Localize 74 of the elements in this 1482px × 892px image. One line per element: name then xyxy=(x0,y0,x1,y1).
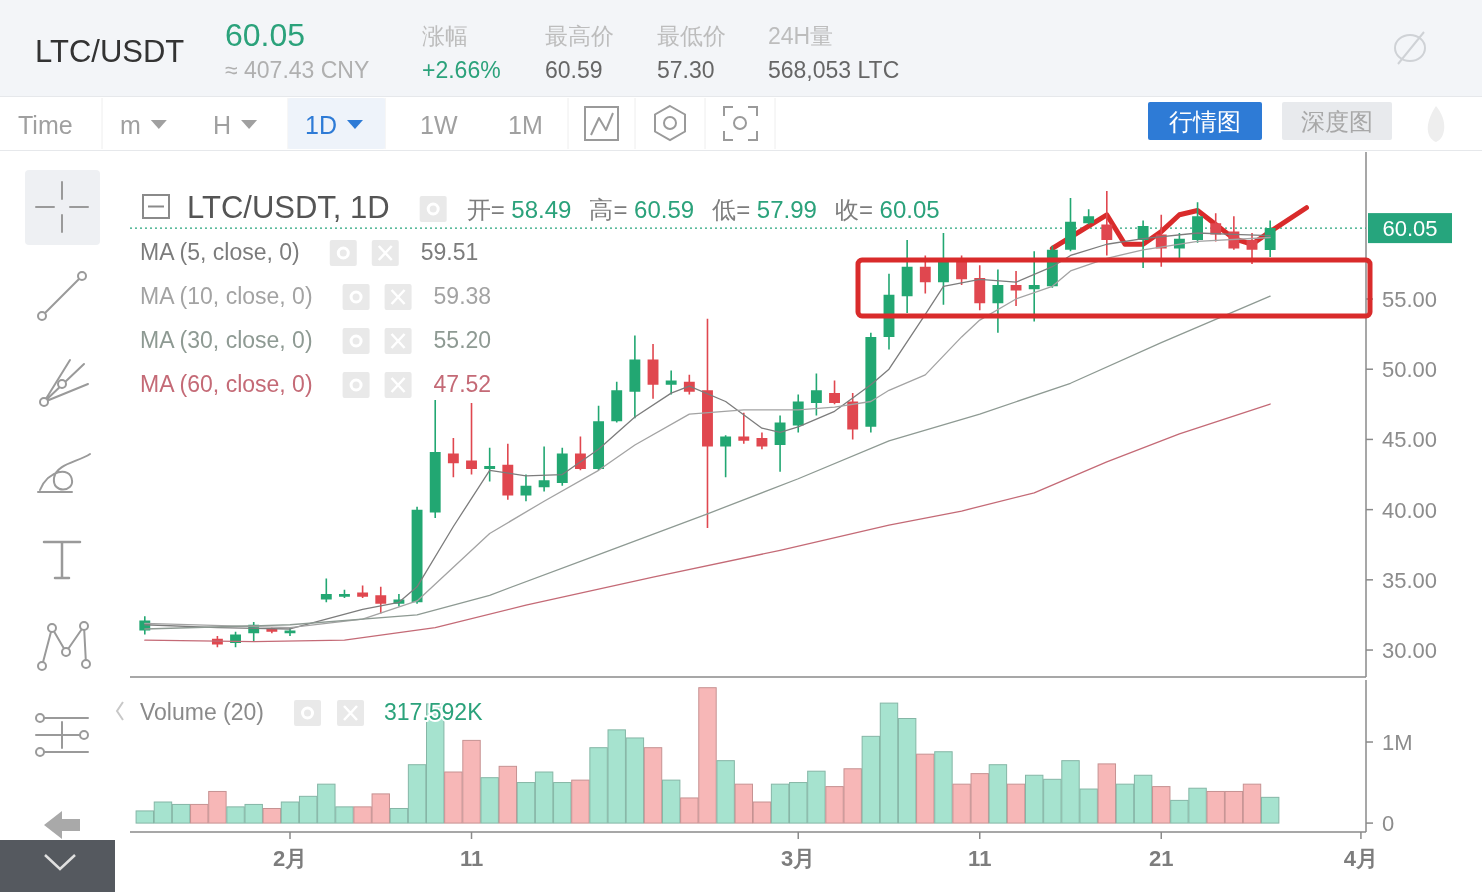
text: 60.59 xyxy=(545,57,603,83)
bar xyxy=(934,751,953,824)
y-tick-label: 55.00 xyxy=(1382,287,1438,313)
text: 1M xyxy=(508,111,543,139)
x-tick-label: 21 xyxy=(1149,846,1174,871)
text: LTC/USDT xyxy=(35,34,185,69)
text: 最高价 xyxy=(545,23,614,49)
text: 24H量 xyxy=(768,23,834,49)
bar xyxy=(1006,783,1026,824)
annotation: 收= 60.05 xyxy=(834,196,940,223)
text: H xyxy=(213,111,232,139)
bar xyxy=(1097,763,1117,824)
y-tick-label: 45.00 xyxy=(1382,427,1438,453)
text: 1W xyxy=(420,111,458,139)
x-tick-label: 3月 xyxy=(781,846,816,871)
bar xyxy=(661,779,681,824)
candlestick xyxy=(901,240,913,314)
y-tick-label: 35.00 xyxy=(1382,567,1438,593)
candlestick xyxy=(665,370,677,395)
candlestick xyxy=(357,585,369,599)
candlestick xyxy=(992,269,1004,333)
bar xyxy=(1152,786,1171,824)
candlestick xyxy=(611,381,623,423)
text: 57.30 xyxy=(657,57,715,83)
text: MA (5, close, 0) xyxy=(140,239,300,265)
candlestick xyxy=(429,400,441,519)
candlestick xyxy=(538,446,550,492)
x-tick-label: 11 xyxy=(459,846,484,871)
annotation: 47.52 xyxy=(433,371,492,397)
y-tick-label: 0 xyxy=(1382,811,1395,837)
bar xyxy=(480,777,499,824)
bar xyxy=(916,753,935,824)
bar xyxy=(498,765,518,824)
text: Volume (20) xyxy=(140,699,265,725)
text: LTC/USDT, 1D xyxy=(187,190,390,225)
text: ≈ 407.43 CNY xyxy=(225,57,370,83)
annotation: 59.51 xyxy=(420,239,479,265)
bar xyxy=(262,807,282,824)
bar xyxy=(571,779,590,824)
text: m xyxy=(120,111,141,139)
y-tick-label: 1M xyxy=(1382,730,1413,756)
text: 60.05 xyxy=(225,17,306,53)
annotation: 开= 58.49 xyxy=(466,196,572,223)
bar xyxy=(1260,796,1280,824)
text: 深度图 xyxy=(1301,108,1373,135)
x-tick-label: 2月 xyxy=(272,846,308,871)
text: MA (30, close, 0) xyxy=(140,327,313,353)
annotation: 55.20 xyxy=(433,327,492,353)
bar xyxy=(643,747,663,824)
text: MA (60, close, 0) xyxy=(140,371,313,397)
text: +2.66% xyxy=(422,57,501,83)
ref-line-label: 60.05 xyxy=(1382,216,1438,242)
candlestick xyxy=(629,335,641,419)
text: 行情图 xyxy=(1169,108,1241,135)
x-tick-label: 4月 xyxy=(1343,846,1379,871)
y-tick-label: 40.00 xyxy=(1382,497,1438,523)
text: 涨幅 xyxy=(422,23,468,49)
candlestick xyxy=(738,412,750,444)
text: MA (10, close, 0) xyxy=(140,283,313,309)
y-tick-label: 30.00 xyxy=(1382,638,1438,664)
annotation: 59.38 xyxy=(433,283,492,309)
y-tick-label: 50.00 xyxy=(1382,357,1438,383)
text: 568,053 LTC xyxy=(768,57,900,83)
text: 1D xyxy=(305,111,337,139)
candlestick xyxy=(1010,270,1022,307)
candlestick xyxy=(375,586,387,614)
bar xyxy=(716,760,735,824)
text: 最低价 xyxy=(657,23,726,49)
bar xyxy=(988,764,1008,824)
x-tick-label: 11 xyxy=(968,846,992,871)
annotation: 低= 57.99 xyxy=(712,196,817,223)
text: Time xyxy=(18,111,73,139)
annotation: 高= 60.59 xyxy=(589,196,695,223)
candlestick xyxy=(1101,190,1113,256)
